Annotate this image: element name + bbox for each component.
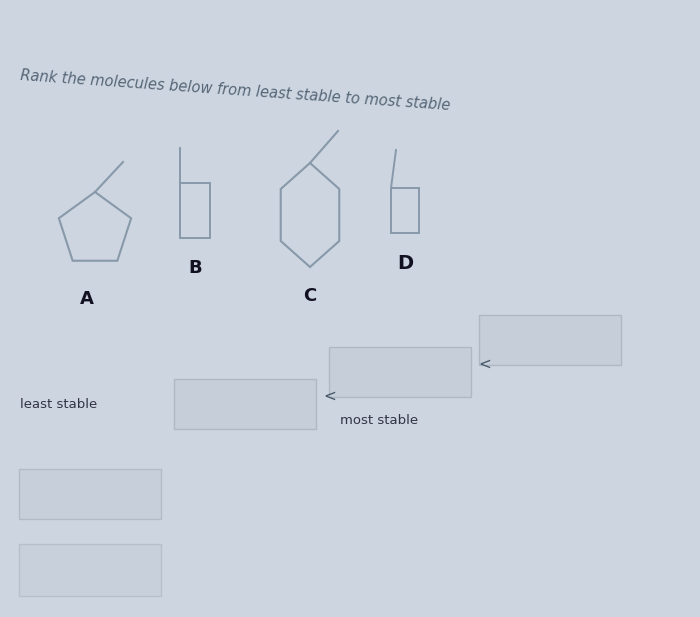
Text: Rank the molecules below from least stable to most stable: Rank the molecules below from least stab… <box>20 68 451 113</box>
Text: <: < <box>478 357 491 371</box>
Text: C: C <box>303 287 316 305</box>
Text: B: B <box>188 259 202 277</box>
Text: D: D <box>397 254 413 273</box>
Text: most stable: most stable <box>340 414 418 427</box>
Text: <: < <box>323 389 336 404</box>
Text: A: A <box>80 290 94 308</box>
FancyBboxPatch shape <box>174 379 316 429</box>
FancyBboxPatch shape <box>19 544 161 596</box>
FancyBboxPatch shape <box>19 469 161 519</box>
FancyBboxPatch shape <box>479 315 621 365</box>
Text: least stable: least stable <box>20 397 97 410</box>
FancyBboxPatch shape <box>329 347 471 397</box>
